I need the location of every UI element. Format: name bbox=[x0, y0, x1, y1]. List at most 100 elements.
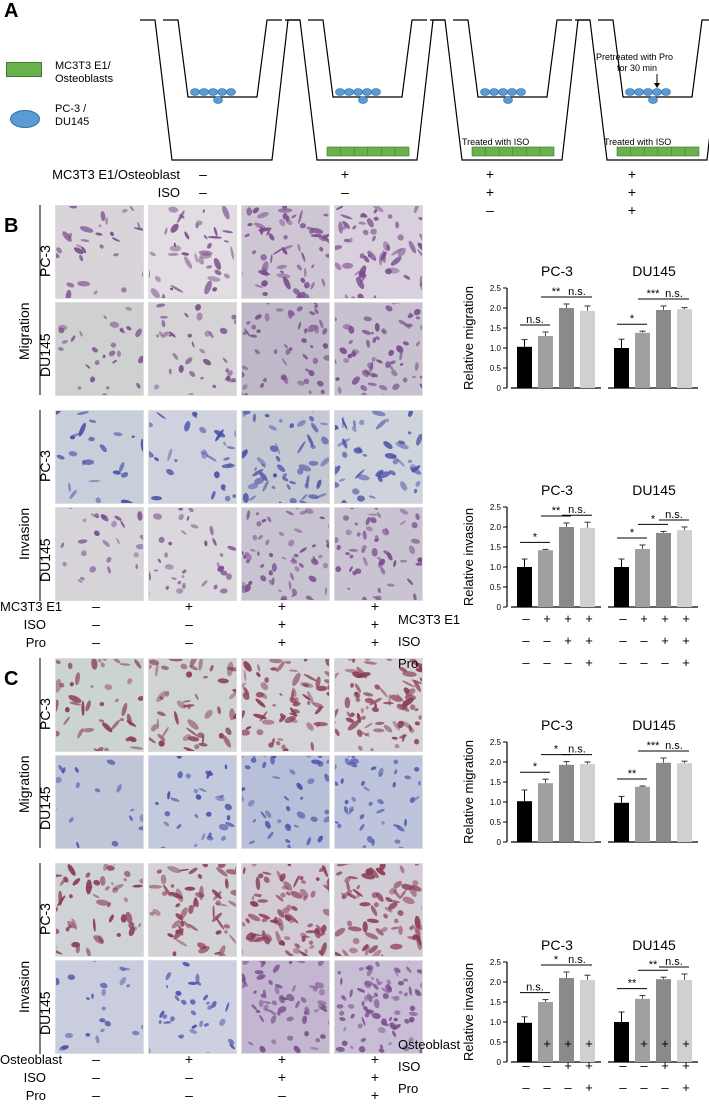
stained-cell bbox=[144, 664, 152, 671]
stained-cell bbox=[75, 782, 80, 789]
stained-cell bbox=[399, 889, 407, 899]
stained-cell bbox=[133, 227, 148, 231]
stained-cell bbox=[375, 336, 380, 340]
stained-cell bbox=[349, 566, 353, 573]
stained-cell bbox=[279, 219, 286, 227]
stained-cell bbox=[201, 451, 209, 459]
cancer-cell bbox=[217, 88, 227, 96]
stained-cell bbox=[272, 964, 280, 973]
stained-cell bbox=[292, 948, 301, 954]
stained-cell bbox=[352, 225, 357, 230]
stained-cell bbox=[110, 342, 117, 348]
stained-cell bbox=[402, 978, 409, 982]
stained-cell bbox=[372, 983, 379, 990]
significance-label: n.s. bbox=[568, 504, 586, 516]
stained-cell bbox=[360, 780, 365, 786]
stained-cell bbox=[82, 727, 95, 733]
micrograph-cells bbox=[168, 365, 413, 556]
stained-cell bbox=[160, 874, 167, 885]
stained-cell bbox=[195, 973, 200, 984]
stained-cell bbox=[298, 209, 303, 224]
stained-cell bbox=[285, 839, 291, 844]
stained-cell bbox=[269, 658, 283, 664]
micrograph-cells bbox=[10, 433, 209, 673]
stained-cell bbox=[119, 327, 124, 333]
stained-cell bbox=[262, 480, 269, 492]
stained-cell bbox=[336, 205, 344, 210]
micrograph-cells bbox=[235, 228, 489, 459]
stained-cell bbox=[181, 530, 187, 535]
stained-cell bbox=[386, 979, 392, 985]
stained-cell bbox=[315, 1038, 321, 1043]
stained-cell bbox=[293, 875, 300, 888]
stained-cell bbox=[109, 321, 120, 328]
stained-cell bbox=[302, 750, 312, 758]
micrograph-cells bbox=[280, 135, 483, 348]
stained-cell bbox=[342, 438, 348, 449]
stained-cell bbox=[380, 251, 387, 261]
stained-cell bbox=[153, 384, 160, 390]
stained-cell bbox=[163, 884, 172, 897]
stained-cell bbox=[243, 686, 250, 696]
stained-cell bbox=[112, 359, 118, 364]
row-label: Osteoblast bbox=[0, 1052, 63, 1067]
condition-sign: + bbox=[370, 1069, 380, 1085]
stained-cell bbox=[213, 584, 218, 590]
stained-cell bbox=[352, 426, 357, 432]
stained-cell bbox=[319, 246, 324, 252]
stained-cell bbox=[307, 691, 314, 705]
stained-cell bbox=[240, 586, 248, 593]
stained-cell bbox=[92, 958, 97, 963]
micrograph-tile bbox=[280, 135, 483, 348]
stained-cell bbox=[251, 933, 257, 939]
stained-cell bbox=[386, 583, 395, 587]
stained-cell bbox=[317, 1000, 327, 1005]
stained-cell bbox=[310, 1047, 319, 1050]
stained-cell bbox=[135, 328, 142, 338]
stained-cell bbox=[190, 1010, 197, 1016]
condition-sign: + bbox=[370, 1051, 380, 1067]
stained-cell bbox=[248, 840, 255, 845]
stained-cell bbox=[184, 256, 193, 269]
cancer-cell bbox=[643, 88, 653, 96]
stained-cell bbox=[51, 807, 57, 812]
stained-cell bbox=[336, 544, 341, 551]
stained-cell bbox=[375, 978, 380, 984]
stained-cell bbox=[359, 902, 371, 907]
stained-cell bbox=[142, 266, 149, 278]
stained-cell bbox=[351, 296, 357, 303]
stained-cell bbox=[332, 763, 337, 770]
stained-cell bbox=[148, 659, 160, 666]
stained-cell bbox=[271, 1039, 277, 1045]
stained-cell bbox=[68, 817, 74, 823]
stained-cell bbox=[408, 1037, 414, 1043]
stained-cell bbox=[314, 982, 325, 989]
stained-cell bbox=[250, 900, 259, 907]
micrograph-tile bbox=[75, 233, 298, 441]
stained-cell bbox=[237, 754, 243, 760]
stained-cell bbox=[243, 669, 247, 682]
stained-cell bbox=[160, 665, 169, 671]
stained-cell bbox=[333, 317, 337, 322]
stained-cell bbox=[252, 207, 260, 214]
stained-cell bbox=[49, 948, 63, 955]
stained-cell bbox=[293, 528, 303, 533]
stained-cell bbox=[115, 470, 122, 475]
stained-cell bbox=[336, 861, 350, 867]
stained-cell bbox=[123, 897, 129, 903]
stained-cell bbox=[222, 230, 233, 234]
stained-cell bbox=[306, 722, 314, 731]
chart-condition-sign: + bbox=[661, 611, 669, 626]
stained-cell bbox=[77, 280, 91, 287]
stained-cell bbox=[374, 322, 380, 332]
stained-cell bbox=[254, 284, 263, 288]
chart-condition-sign: + bbox=[661, 633, 669, 648]
stained-cell bbox=[153, 569, 159, 572]
stained-cell bbox=[283, 276, 291, 290]
stained-cell bbox=[394, 839, 401, 844]
chart-condition-sign: + bbox=[564, 1036, 572, 1051]
stained-cell bbox=[150, 724, 158, 732]
stained-cell bbox=[361, 1000, 365, 1007]
chart-row-label: ISO bbox=[398, 634, 421, 649]
stained-cell bbox=[88, 436, 95, 442]
